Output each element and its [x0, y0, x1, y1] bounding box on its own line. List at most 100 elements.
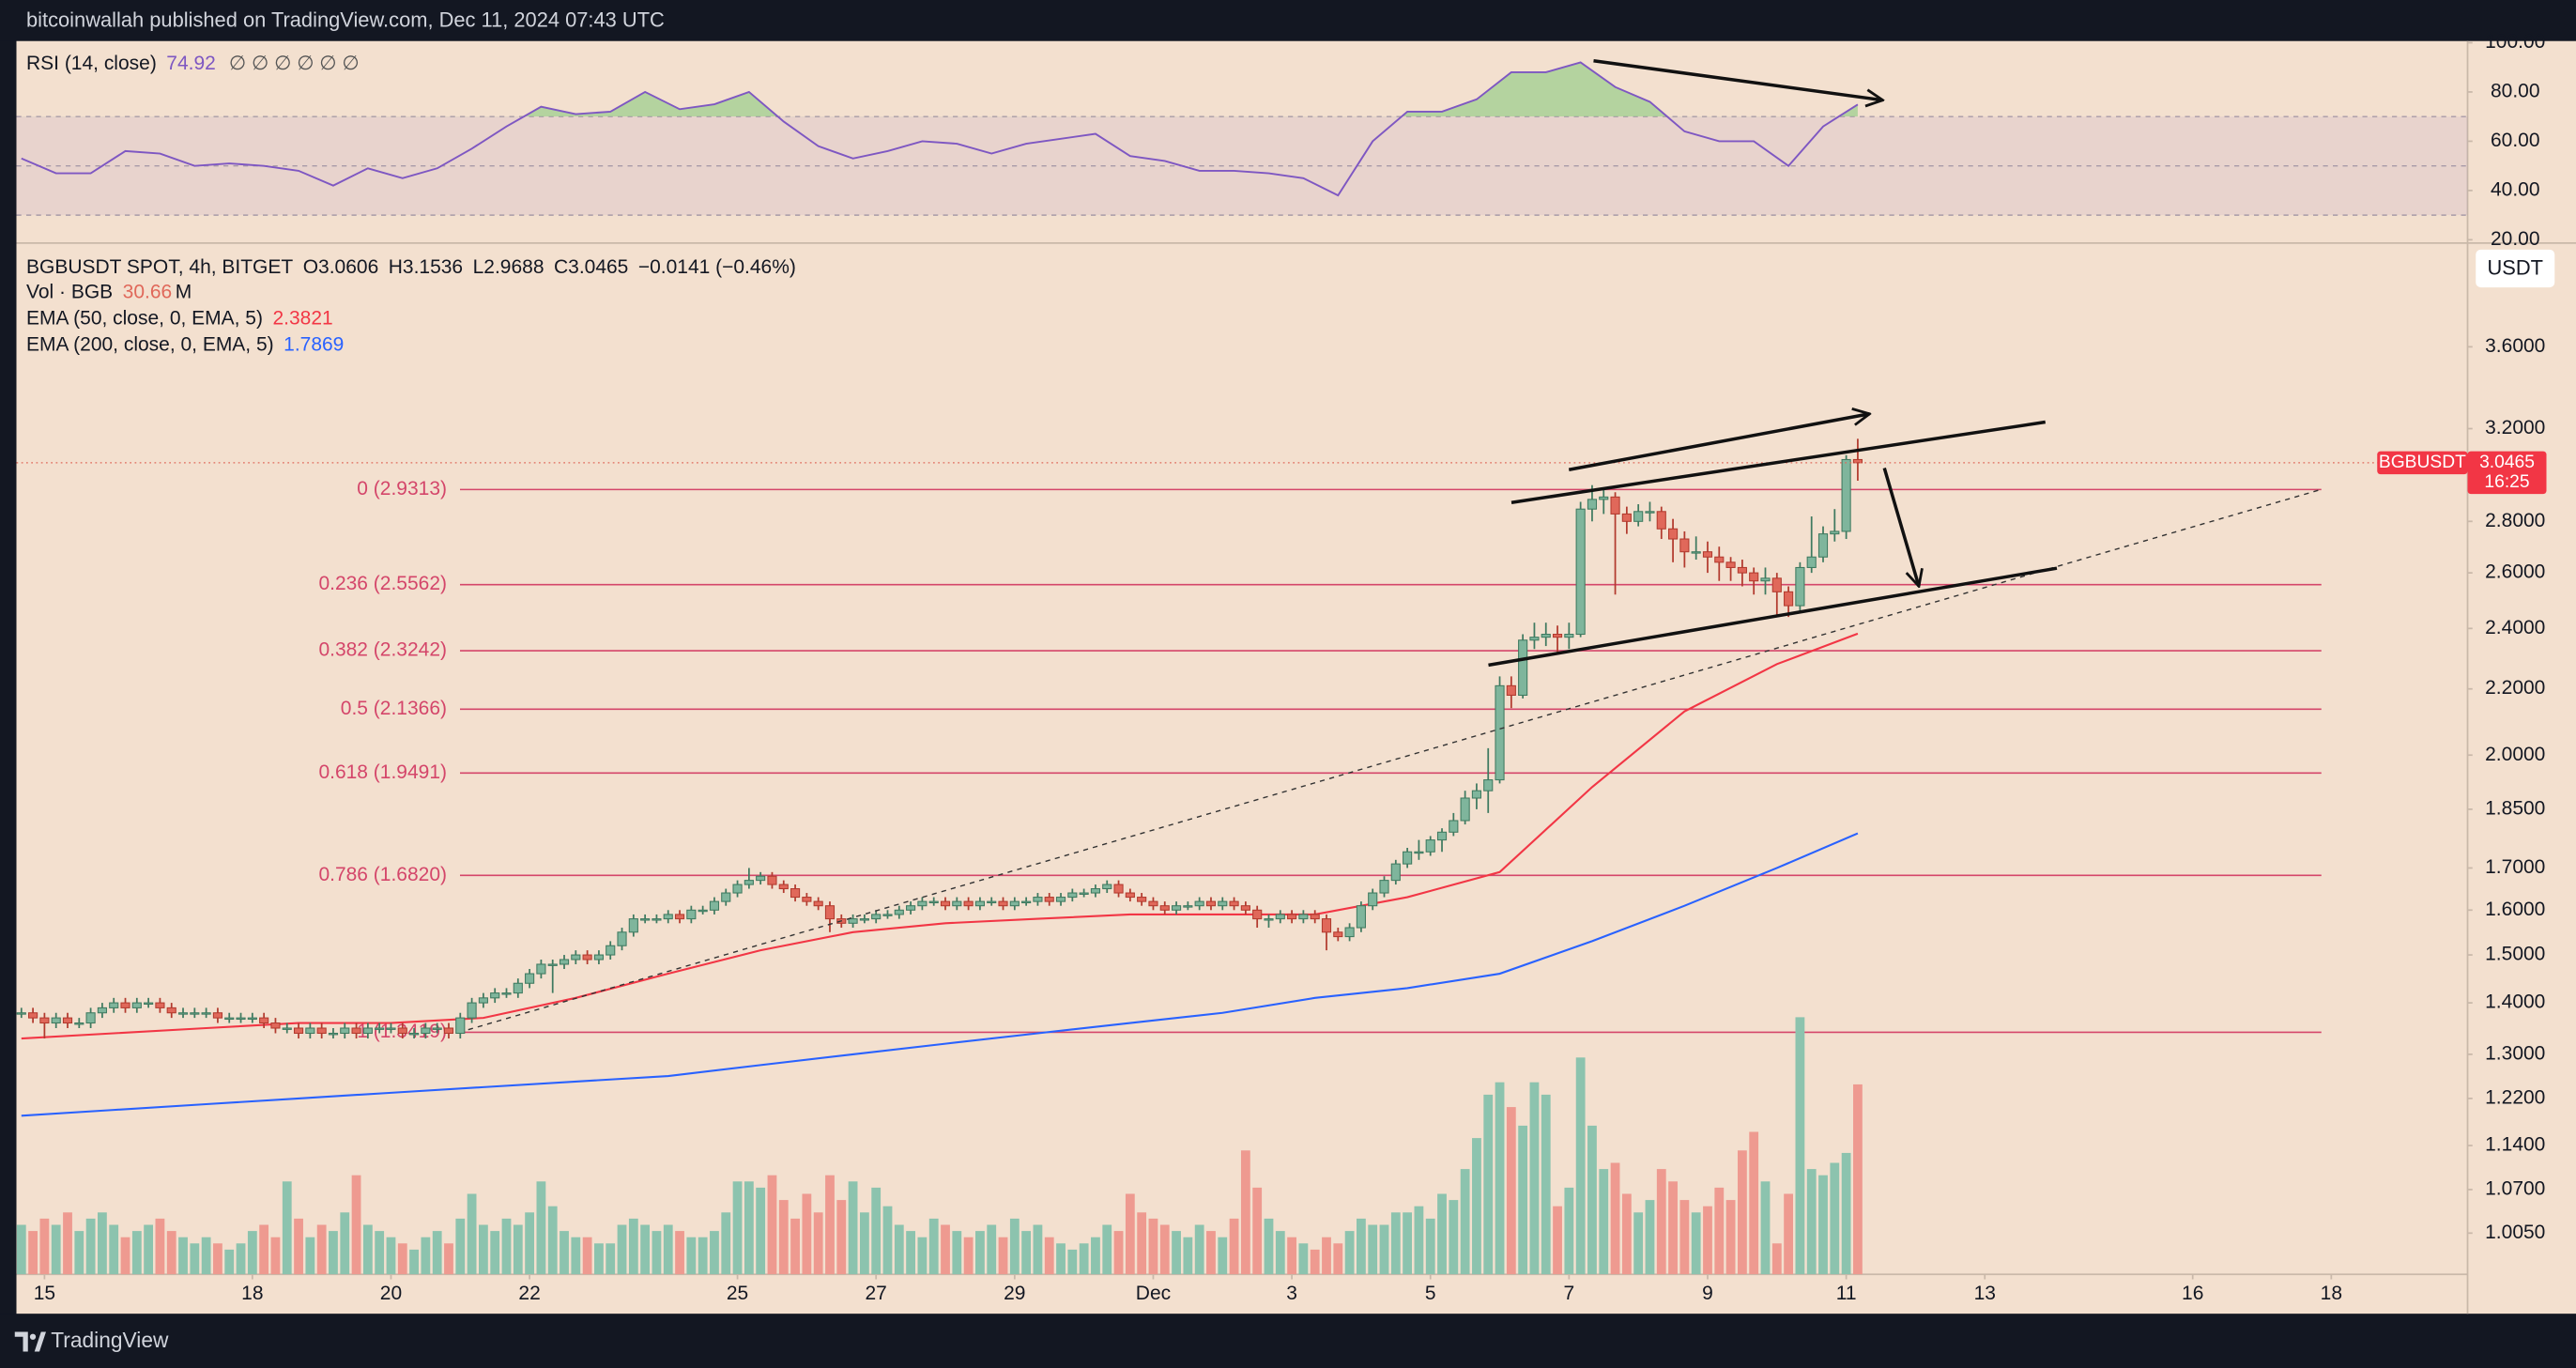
- volume-bar: [501, 1218, 512, 1275]
- volume-bar: [455, 1218, 466, 1275]
- volume-bar: [1275, 1231, 1285, 1275]
- volume-bar: [386, 1237, 396, 1275]
- candle-body: [247, 1017, 257, 1021]
- volume-bar: [1403, 1212, 1413, 1275]
- volume-bar: [547, 1206, 558, 1275]
- volume-bar: [1102, 1224, 1112, 1275]
- candle-body: [767, 875, 777, 885]
- volume-bar: [1737, 1150, 1747, 1275]
- volume-bar: [1240, 1150, 1250, 1275]
- volume-bar: [201, 1237, 211, 1275]
- candle-body: [1183, 905, 1193, 908]
- volume-bar: [732, 1181, 743, 1275]
- price-label-countdown: 16:25: [2484, 472, 2529, 492]
- volume-bar: [63, 1212, 72, 1275]
- chart-background: [16, 40, 2576, 1314]
- volume-bar: [1541, 1094, 1551, 1275]
- volume-bar: [1009, 1218, 1020, 1275]
- candle-body: [316, 1027, 327, 1035]
- candle-body: [513, 982, 523, 994]
- volume-bar: [1668, 1181, 1678, 1275]
- volume-bar: [1714, 1187, 1725, 1275]
- candle-body: [1667, 528, 1679, 540]
- candle-body: [1194, 900, 1204, 907]
- volume-bar: [1818, 1175, 1828, 1275]
- x-tick-label: 20: [380, 1283, 402, 1304]
- volume-bar: [1437, 1193, 1447, 1275]
- candle-body: [386, 1027, 396, 1030]
- y-tick-label: 2.6000: [2485, 561, 2545, 583]
- candle-body: [270, 1022, 281, 1029]
- x-tick-label: 13: [1974, 1283, 1996, 1304]
- volume-bar: [525, 1212, 535, 1275]
- volume-bar: [1125, 1193, 1135, 1275]
- rsi-divergence-arrow: [1593, 58, 1883, 100]
- y-tick-label: 1.0700: [2485, 1178, 2545, 1200]
- volume-bar: [1725, 1200, 1736, 1275]
- fib-label: 0 (2.9313): [357, 478, 447, 500]
- volume-bar: [513, 1224, 523, 1275]
- volume-bar: [1633, 1212, 1644, 1275]
- ema-legend: EMA (200, close, 0, EMA, 5) 1.7869: [26, 333, 344, 355]
- candle-body: [409, 1032, 420, 1036]
- x-tick-label: 15: [34, 1283, 55, 1304]
- candle-body: [859, 918, 869, 921]
- volume-bar: [744, 1181, 754, 1275]
- volume-bar: [247, 1231, 257, 1275]
- x-tick-label: 5: [1425, 1283, 1436, 1304]
- volume-bar: [1703, 1206, 1712, 1275]
- volume-bar: [178, 1237, 188, 1275]
- candle-body: [1552, 634, 1563, 638]
- candle-body: [1806, 556, 1817, 568]
- fib-label: 0.236 (2.5562): [318, 573, 447, 594]
- candle-body: [1067, 892, 1078, 899]
- candle-body: [1599, 496, 1609, 500]
- volume-bar: [1067, 1249, 1078, 1275]
- volume-bar: [1749, 1131, 1759, 1275]
- volume-bar: [1460, 1169, 1470, 1275]
- volume-bar: [213, 1243, 222, 1275]
- candle-body: [1645, 511, 1655, 514]
- y-tick-label: 1.1400: [2485, 1134, 2545, 1156]
- candle-body: [652, 918, 662, 921]
- candle-body: [177, 1012, 189, 1015]
- candle-body: [974, 900, 985, 907]
- candle-body: [1033, 897, 1043, 902]
- candle-body: [1541, 634, 1551, 638]
- candle-body: [1159, 905, 1170, 911]
- candle-body: [1414, 851, 1424, 854]
- volume-bar: [710, 1231, 719, 1275]
- candle-body: [963, 900, 974, 907]
- candle-body: [1621, 513, 1632, 522]
- candle-body: [1333, 931, 1343, 938]
- volume-bar: [1252, 1187, 1263, 1275]
- y-tick-label: 1.4000: [2485, 991, 2545, 1013]
- candle-body: [582, 954, 592, 961]
- candle-body: [1148, 900, 1158, 907]
- candle-body: [790, 888, 801, 899]
- ema-line: [21, 832, 1859, 1117]
- volume-bar: [963, 1237, 974, 1275]
- candle-body: [1691, 551, 1701, 554]
- candle-body: [432, 1027, 442, 1030]
- candle-body: [1021, 900, 1032, 904]
- volume-bar: [316, 1224, 327, 1275]
- volume-bar: [640, 1224, 651, 1275]
- candle-body: [998, 900, 1008, 907]
- top-bar: [0, 0, 2576, 41]
- candle-body: [1079, 892, 1089, 895]
- volume-bar: [1194, 1224, 1204, 1275]
- candle-body: [1633, 511, 1644, 522]
- candle-body: [85, 1012, 96, 1024]
- volume-bar: [190, 1243, 200, 1275]
- candle-body: [640, 918, 651, 921]
- volume-bar: [1645, 1200, 1655, 1275]
- volume-name: Vol · BGB: [26, 281, 113, 302]
- candle-body: [906, 905, 916, 911]
- candle-body: [1679, 538, 1690, 553]
- candle-body: [1587, 499, 1598, 510]
- y-tick-label: 2.8000: [2485, 510, 2545, 531]
- candle-body: [1009, 900, 1020, 907]
- candle-body: [1841, 458, 1851, 532]
